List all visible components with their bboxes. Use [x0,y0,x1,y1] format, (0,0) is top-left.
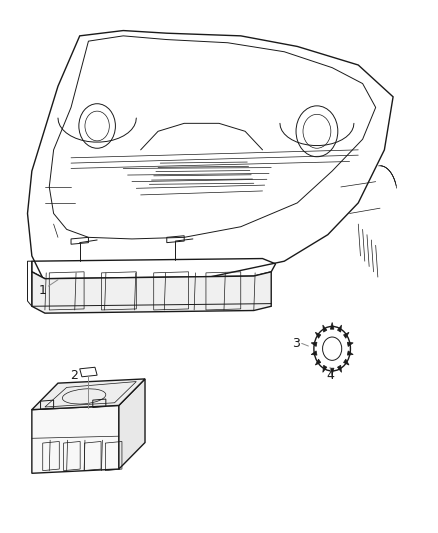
Polygon shape [347,342,353,346]
Polygon shape [119,379,145,469]
Text: 3: 3 [292,337,300,350]
Polygon shape [315,359,321,365]
Polygon shape [343,359,349,365]
Polygon shape [323,365,327,373]
Polygon shape [337,365,342,373]
Polygon shape [343,332,349,338]
Polygon shape [311,342,317,346]
Polygon shape [337,325,342,332]
Polygon shape [347,351,353,355]
Polygon shape [311,351,317,355]
Polygon shape [323,325,327,332]
Polygon shape [330,368,334,375]
Text: 1: 1 [39,284,47,297]
Text: 2: 2 [70,369,78,382]
Polygon shape [32,406,119,473]
Text: 4: 4 [326,369,334,382]
Polygon shape [330,322,334,329]
Polygon shape [315,332,321,338]
Circle shape [314,326,350,371]
Polygon shape [32,272,271,313]
Polygon shape [32,379,145,410]
